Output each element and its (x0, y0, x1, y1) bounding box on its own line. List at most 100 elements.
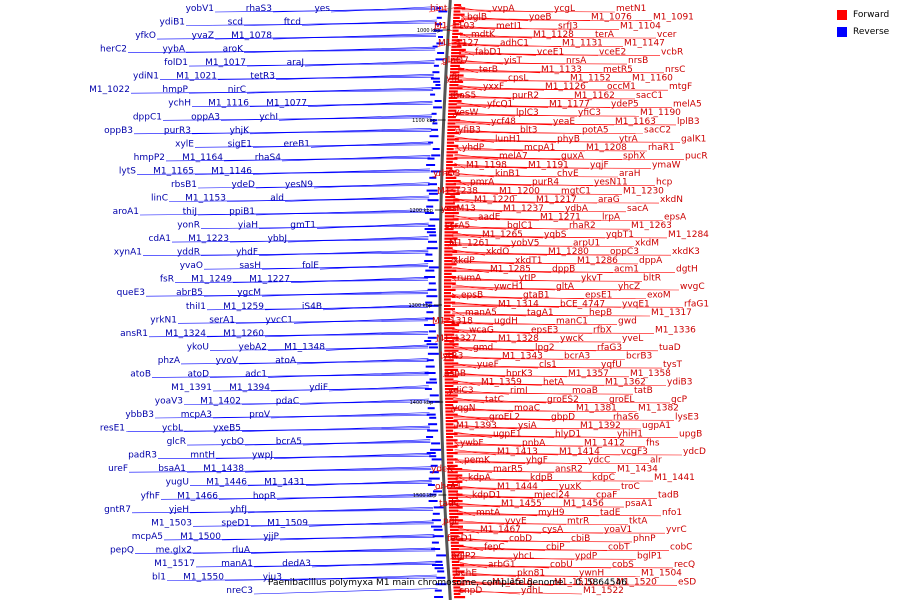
leader-line (212, 388, 429, 392)
forward-gene-label: srfJ3 (558, 21, 578, 31)
forward-feature-mark (444, 298, 451, 301)
reverse-feature-mark (433, 80, 441, 83)
reverse-feature-mark (433, 64, 439, 67)
leader-line (142, 252, 429, 256)
leader-line (159, 76, 434, 80)
reverse-gene-label: mcpA5 (132, 532, 163, 542)
leader-line (133, 131, 432, 135)
forward-feature-mark (444, 308, 455, 311)
forward-feature-mark (444, 388, 458, 391)
leader-line (458, 531, 666, 534)
reverse-feature-mark (427, 288, 437, 291)
forward-gene-label: M1_1217 (536, 195, 577, 205)
leader-line (451, 297, 647, 300)
forward-feature-mark (452, 29, 459, 32)
reverse-feature-mark (426, 381, 437, 384)
forward-gene-label: ywcK (560, 334, 585, 344)
forward-gene-label: M1_1358 (630, 369, 671, 379)
reverse-feature-mark (424, 340, 432, 342)
tick-label: 1000 kbp (417, 28, 441, 34)
forward-gene-label: mcpA1 (524, 143, 555, 153)
leader-line (451, 279, 643, 282)
forward-gene-label: tuaD (659, 343, 681, 353)
leader-line (151, 374, 429, 378)
leader-line (455, 132, 644, 134)
forward-gene-label: M1_1127 (438, 39, 479, 49)
reverse-gene-label: M1_1021 (176, 72, 217, 82)
forward-gene-label: ydiC3 (448, 386, 474, 396)
leader-line (209, 347, 429, 351)
forward-gene-label: ydhL (521, 586, 543, 596)
leader-line (451, 314, 651, 317)
forward-gene-label: yfiB3 (458, 126, 481, 136)
forward-gene-label: tktA (629, 517, 648, 527)
forward-gene-label: ydcC (588, 456, 610, 466)
forward-gene-label: yhiH1 (617, 430, 643, 440)
forward-gene-label: M1_1220 (474, 195, 515, 205)
reverse-gene-label: aroK (223, 45, 245, 55)
forward-gene-label: fecD1 (447, 534, 473, 544)
forward-gene-label: yesM13 (441, 204, 476, 214)
forward-gene-label: wvgC (680, 282, 705, 292)
reverse-gene-label: ygcM (237, 288, 261, 298)
reverse-feature-mark (434, 567, 444, 570)
forward-gene-label: M1_1327 (436, 334, 477, 344)
forward-gene-label: rfbX (593, 325, 612, 335)
forward-feature-mark (446, 458, 458, 461)
reverse-feature-mark (430, 170, 442, 173)
legend-forward: Forward (837, 8, 899, 22)
forward-feature-mark (453, 16, 460, 19)
forward-feature-mark (444, 343, 459, 346)
forward-gene-label: ymaW (652, 160, 681, 170)
forward-feature-mark (445, 429, 454, 432)
leader-line (454, 149, 648, 152)
reverse-gene-label: ereB1 (284, 139, 310, 149)
forward-gene-label: aadE (478, 213, 501, 223)
reverse-gene-label: yvoV (216, 356, 239, 366)
forward-feature-mark (447, 135, 455, 138)
reverse-feature-mark (433, 528, 443, 531)
forward-gene-label: M1_1280 (548, 247, 589, 257)
reverse-gene-label: pdaC (276, 397, 299, 407)
reverse-feature-mark (428, 183, 437, 186)
forward-gene-label: nrsB (628, 56, 648, 66)
reverse-feature-mark (430, 119, 438, 122)
forward-feature-mark (444, 368, 459, 371)
forward-gene-label: M1_1230 (623, 186, 664, 196)
forward-gene-label: lunH1 (495, 134, 521, 144)
reverse-gene-label: gntR7 (104, 505, 131, 515)
forward-swatch (837, 10, 847, 20)
forward-feature-mark (448, 96, 458, 99)
leader-line (191, 103, 433, 107)
forward-feature-mark (450, 538, 464, 541)
forward-feature-mark (445, 173, 452, 176)
leader-line (452, 227, 631, 230)
leader-line (458, 54, 661, 56)
leader-line (454, 436, 679, 438)
reverse-gene-label: ychI (259, 112, 278, 122)
forward-feature-mark (445, 400, 458, 403)
forward-feature-mark (444, 304, 451, 307)
forward-feature-mark (446, 157, 458, 160)
reverse-gene-label: gmT1 (290, 221, 316, 231)
reverse-gene-label: folD1 (164, 58, 188, 68)
forward-gene-label: nrsC (665, 65, 685, 75)
reverse-gene-label: yvaZ (192, 31, 214, 41)
reverse-feature-mark (432, 148, 440, 150)
reverse-gene-label: M1_1394 (229, 383, 270, 393)
forward-gene-label: M1_1076 (591, 13, 632, 23)
forward-feature-mark (444, 375, 458, 378)
forward-feature-mark (444, 356, 459, 359)
reverse-feature-mark (426, 413, 436, 416)
reverse-strand-gene-labels: yes rhaS3 yobV1 ftcd scd ydiB1 M1_1078 yvaZ yfkO… (89, 4, 330, 596)
reverse-gene-label: fsR (160, 275, 174, 285)
reverse-gene-label: ydiN1 (133, 72, 159, 82)
leader-line (457, 71, 665, 74)
reverse-gene-label: M1_1431 (264, 478, 305, 488)
forward-gene-label: araH (619, 169, 641, 179)
forward-gene-label: M1_1414 (559, 447, 600, 457)
reverse-gene-label: M1_1077 (266, 99, 307, 109)
reverse-gene-label: yoaV3 (155, 397, 183, 407)
forward-feature-mark (444, 285, 452, 288)
leader-line (452, 384, 667, 386)
